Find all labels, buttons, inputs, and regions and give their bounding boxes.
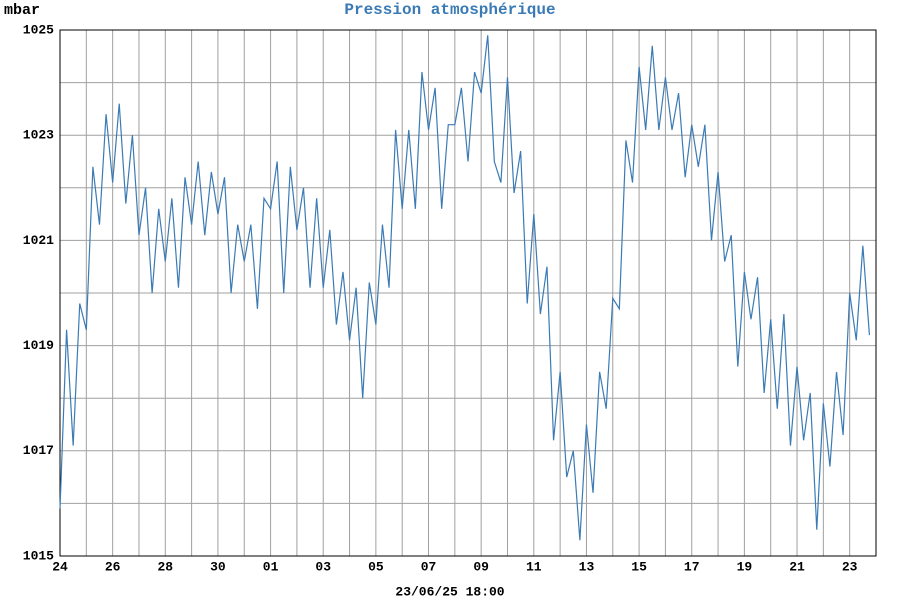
x-tick-label: 28 <box>157 559 173 574</box>
y-tick-label: 1019 <box>23 338 54 353</box>
x-tick-label: 23 <box>842 559 858 574</box>
x-tick-label: 30 <box>210 559 226 574</box>
x-tick-label: 17 <box>684 559 700 574</box>
x-tick-label: 13 <box>579 559 595 574</box>
x-tick-label: 05 <box>368 559 384 574</box>
y-tick-label: 1023 <box>23 128 54 143</box>
y-axis-label: mbar <box>4 2 40 19</box>
data-line <box>59 35 871 541</box>
x-tick-label: 21 <box>789 559 805 574</box>
y-tick-label: 1015 <box>23 548 54 563</box>
x-tick-label: 15 <box>631 559 647 574</box>
x-tick-label: 19 <box>737 559 753 574</box>
y-tick-label: 1025 <box>23 22 54 37</box>
plot-border <box>59 29 877 557</box>
x-tick-label: 26 <box>105 559 121 574</box>
chart-title: Pression atmosphérique <box>344 1 555 19</box>
x-axis-label: 23/06/25 18:00 <box>395 584 504 599</box>
x-tick-label: 03 <box>315 559 331 574</box>
y-tick-label: 1017 <box>23 443 54 458</box>
x-tick-label: 09 <box>473 559 489 574</box>
y-tick-label: 1021 <box>23 233 54 248</box>
x-tick-label: 11 <box>526 559 542 574</box>
x-tick-label: 24 <box>52 559 68 574</box>
x-tick-label: 01 <box>263 559 279 574</box>
x-tick-label: 07 <box>421 559 437 574</box>
